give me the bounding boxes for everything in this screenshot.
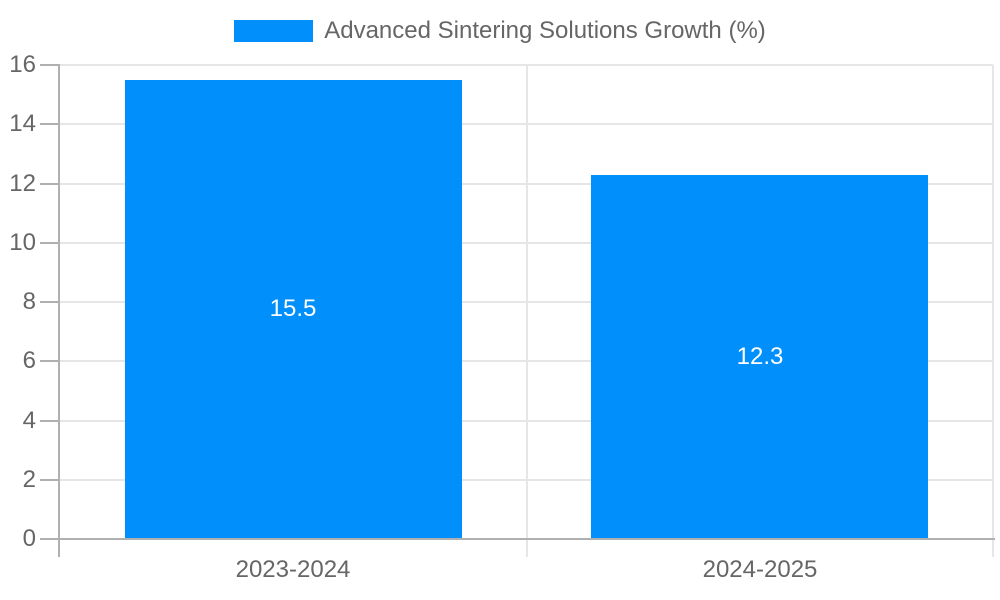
y-axis-label: 0	[22, 525, 36, 552]
y-axis-label: 2	[22, 466, 36, 493]
x-axis-label: 2023-2024	[235, 556, 351, 583]
y-axis-tick	[40, 360, 60, 362]
y-axis-label: 12	[9, 170, 36, 197]
y-axis-tick	[40, 538, 60, 540]
x-gridline	[526, 65, 528, 557]
y-axis-tick	[40, 479, 60, 481]
bar-value-label: 15.5	[269, 295, 317, 322]
y-axis-tick	[40, 301, 60, 303]
legend-label: Advanced Sintering Solutions Growth (%)	[324, 17, 766, 44]
y-axis-tick	[40, 420, 60, 422]
bar-value-label: 12.3	[736, 343, 784, 370]
y-axis-tick	[40, 64, 60, 66]
y-axis-line	[58, 65, 60, 557]
y-axis-tick	[40, 242, 60, 244]
y-axis-label: 8	[22, 288, 36, 315]
chart-legend: Advanced Sintering Solutions Growth (%)	[0, 17, 1000, 45]
y-axis-tick	[40, 183, 60, 185]
y-axis-label: 16	[9, 51, 36, 78]
legend-swatch-icon	[234, 20, 314, 42]
x-axis-line	[58, 538, 995, 540]
bar-2023-2024	[125, 80, 462, 539]
bar-2024-2025	[591, 175, 928, 539]
x-axis-label: 2024-2025	[702, 556, 818, 583]
y-axis-label: 14	[9, 110, 36, 137]
y-axis-label: 10	[9, 229, 36, 256]
y-axis-label: 6	[22, 347, 36, 374]
x-gridline	[992, 65, 994, 557]
y-axis-label: 4	[22, 407, 36, 434]
y-axis-tick	[40, 123, 60, 125]
